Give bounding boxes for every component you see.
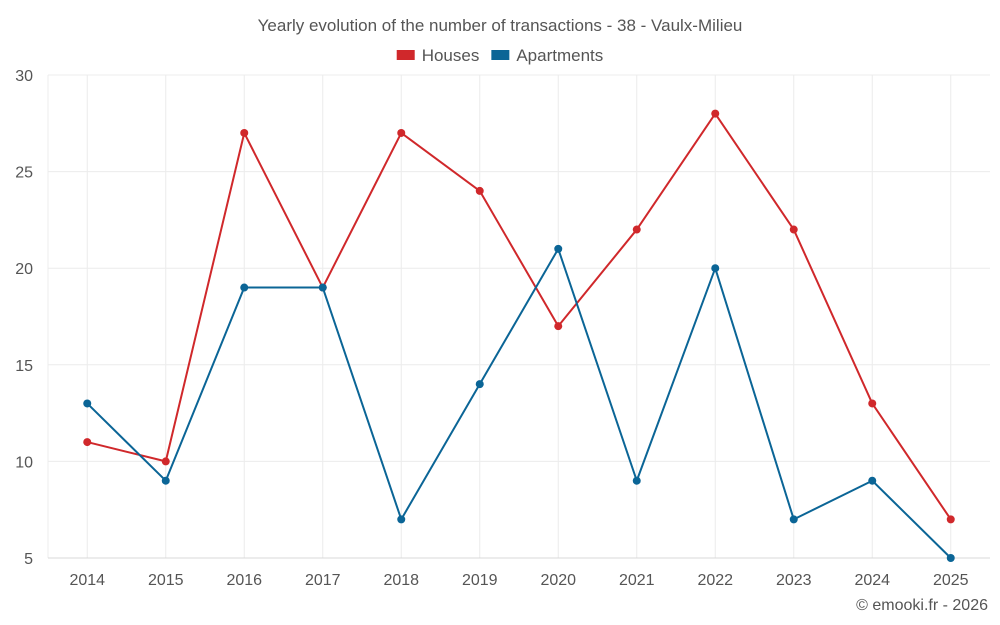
- legend-swatch-houses: [396, 50, 415, 60]
- legend-label-houses: Houses: [422, 46, 480, 65]
- series-group: [83, 109, 955, 562]
- series-line-apartments: [86, 247, 952, 559]
- x-tick-label: 2019: [462, 572, 498, 589]
- data-point-apartments: [711, 264, 720, 273]
- data-point-apartments: [161, 476, 170, 485]
- chart-title: Yearly evolution of the number of transa…: [258, 16, 743, 35]
- data-point-apartments: [789, 515, 798, 524]
- y-tick-label: 5: [24, 551, 33, 568]
- legend-item-apartments[interactable]: Apartments: [491, 46, 603, 65]
- x-tick-label: 2016: [226, 572, 262, 589]
- data-point-apartments: [397, 515, 406, 524]
- x-tick-label: 2022: [697, 572, 733, 589]
- x-tick-label: 2020: [540, 572, 576, 589]
- data-point-apartments: [632, 476, 641, 485]
- data-point-apartments: [318, 283, 327, 292]
- data-point-houses: [554, 322, 563, 331]
- data-point-apartments: [475, 380, 484, 389]
- x-tick-label: 2024: [854, 572, 890, 589]
- data-point-apartments: [554, 244, 563, 253]
- x-tick-label: 2017: [305, 572, 341, 589]
- y-tick-label: 15: [15, 358, 33, 375]
- legend-label-apartments: Apartments: [516, 46, 603, 65]
- x-tick-label: 2025: [933, 572, 969, 589]
- data-point-apartments: [868, 476, 877, 485]
- x-tick-label: 2018: [383, 572, 419, 589]
- y-tick-label: 25: [15, 165, 33, 182]
- legend-swatch-apartments: [491, 50, 510, 60]
- x-tick-label: 2023: [776, 572, 812, 589]
- data-point-houses: [240, 128, 249, 137]
- legend[interactable]: Houses Apartments: [396, 46, 604, 65]
- data-point-houses: [868, 399, 877, 408]
- series-line-houses: [87, 112, 952, 520]
- data-point-houses: [946, 515, 955, 524]
- x-tick-label: 2014: [69, 572, 105, 589]
- legend-item-houses[interactable]: Houses: [396, 46, 480, 65]
- data-point-houses: [161, 457, 170, 466]
- y-tick-label: 10: [15, 454, 33, 471]
- credit-text: © emooki.fr - 2026: [856, 597, 988, 614]
- y-tick-label: 30: [15, 68, 33, 85]
- y-axis: 5 10 15 20 25 30: [15, 68, 33, 568]
- data-point-houses: [711, 109, 720, 118]
- x-tick-label: 2015: [148, 572, 184, 589]
- data-point-apartments: [240, 283, 249, 292]
- data-point-houses: [475, 186, 484, 195]
- x-tick-label: 2021: [619, 572, 655, 589]
- data-point-houses: [632, 225, 641, 234]
- y-tick-label: 20: [15, 261, 33, 278]
- x-axis: 2014 2015 2016 2017 2018 2019 2020 2021 2022 2023…: [69, 572, 968, 589]
- data-point-houses: [83, 438, 92, 447]
- data-point-apartments: [83, 399, 92, 408]
- data-point-apartments: [946, 554, 955, 562]
- data-point-houses: [789, 225, 798, 234]
- data-point-houses: [397, 128, 406, 137]
